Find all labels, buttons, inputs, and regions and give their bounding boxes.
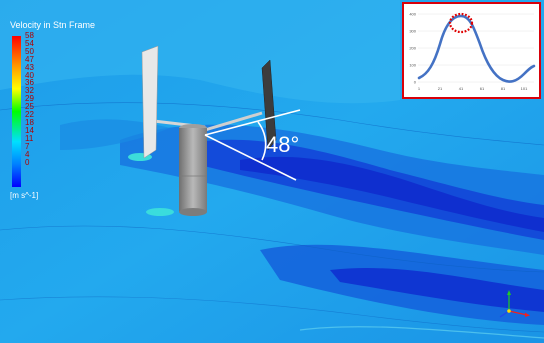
inset-y-tick: 0 — [414, 80, 417, 85]
peak-highlight-circle — [448, 12, 474, 34]
inset-x-tick: 81 — [501, 86, 506, 91]
legend-tick: 14 — [25, 125, 34, 135]
inset-x-tick: 1 — [418, 86, 421, 91]
inset-y-tick: 100 — [409, 63, 416, 68]
wind-turbine — [141, 45, 277, 216]
legend-tick: 40 — [25, 70, 34, 80]
inset-y-tick: 300 — [409, 29, 416, 34]
turbine-blade — [141, 45, 159, 159]
angle-label: 48° — [266, 132, 300, 157]
legend-unit: [m s^-1] — [10, 191, 39, 200]
inset-chart-plot: 400 300 200 100 0 1 21 41 61 81 101 — [409, 12, 536, 91]
inset-y-tick: 400 — [409, 12, 416, 17]
legend-tick: 29 — [25, 94, 34, 104]
legend-tick: 36 — [25, 78, 34, 88]
legend-tick: 18 — [25, 117, 34, 127]
legend-tick: 22 — [25, 110, 34, 120]
inset-x-tick: 61 — [480, 86, 485, 91]
inset-x-tick: 21 — [438, 86, 443, 91]
legend-tick: 43 — [25, 62, 34, 72]
angle-indicator — [204, 109, 301, 181]
legend-color-bar — [12, 36, 21, 187]
legend-tick: 25 — [25, 102, 34, 112]
legend-title: Velocity in Stn Frame — [10, 20, 96, 30]
inset-x-tick: 101 — [521, 86, 528, 91]
legend-tick: 4 — [25, 149, 30, 159]
legend-tick: 0 — [25, 157, 30, 167]
turbine-blade — [261, 59, 277, 151]
inset-chart: 400 300 200 100 0 1 21 41 61 81 101 — [402, 2, 541, 99]
turbine-tower — [179, 128, 207, 212]
inset-y-tick: 200 — [409, 46, 416, 51]
inset-x-tick: 41 — [459, 86, 464, 91]
legend-tick: 50 — [25, 46, 34, 56]
axis-triad-icon — [499, 290, 530, 318]
legend-tick: 7 — [25, 141, 30, 151]
inset-curve — [417, 14, 536, 83]
legend-tick: 11 — [25, 133, 34, 143]
turbine-arm — [204, 111, 263, 132]
legend-tick: 58 — [25, 31, 34, 40]
legend-tick: 32 — [25, 86, 34, 96]
legend-tick: 54 — [25, 38, 34, 48]
legend-tick-labels: 58 54 50 47 43 40 36 32 29 25 22 18 14 1… — [25, 32, 34, 166]
legend-tick: 47 — [25, 54, 34, 64]
